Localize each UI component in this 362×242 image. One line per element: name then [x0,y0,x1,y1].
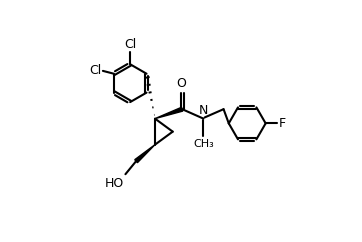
Polygon shape [155,107,183,119]
Text: Cl: Cl [89,64,101,77]
Text: CH₃: CH₃ [193,139,214,149]
Text: F: F [278,117,286,130]
Polygon shape [135,145,155,163]
Text: Cl: Cl [124,38,136,51]
Text: HO: HO [104,177,123,190]
Text: N: N [199,104,208,117]
Text: O: O [176,77,186,90]
